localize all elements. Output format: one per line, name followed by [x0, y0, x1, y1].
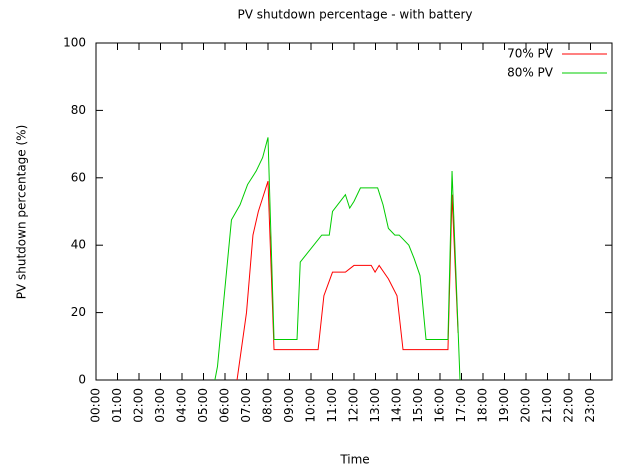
x-tick-label: 23:00 — [583, 388, 597, 423]
x-tick-label: 17:00 — [454, 388, 468, 423]
x-tick-label: 04:00 — [175, 388, 189, 423]
x-tick-label: 13:00 — [368, 388, 382, 423]
x-tick-label: 18:00 — [476, 388, 490, 423]
series-line — [236, 181, 459, 381]
y-tick-label: 100 — [63, 36, 86, 50]
x-tick-label: 20:00 — [519, 388, 533, 423]
legend-label: 70% PV — [507, 47, 554, 61]
y-tick-label: 20 — [71, 305, 86, 319]
y-tick-label: 40 — [71, 238, 86, 252]
x-tick-label: 07:00 — [239, 388, 253, 423]
y-axis-label: PV shutdown percentage (%) — [15, 125, 29, 300]
x-tick-label: 00:00 — [89, 388, 103, 423]
x-tick-label: 22:00 — [562, 388, 576, 423]
x-tick-label: 10:00 — [304, 388, 318, 423]
x-tick-label: 14:00 — [390, 388, 404, 423]
x-tick-label: 16:00 — [433, 388, 447, 423]
x-tick-label: 15:00 — [411, 388, 425, 423]
x-tick-label: 05:00 — [196, 388, 210, 423]
series-line — [214, 137, 461, 381]
x-tick-label: 03:00 — [153, 388, 167, 423]
x-tick-label: 01:00 — [110, 388, 124, 423]
x-tick-label: 02:00 — [132, 388, 146, 423]
y-tick-label: 0 — [78, 373, 86, 387]
legend-label: 80% PV — [507, 66, 554, 80]
chart-title: PV shutdown percentage - with battery — [238, 8, 473, 22]
x-tick-label: 06:00 — [218, 388, 232, 423]
y-tick-label: 80 — [71, 103, 86, 117]
x-tick-label: 11:00 — [325, 388, 339, 423]
x-tick-label: 09:00 — [282, 388, 296, 423]
x-tick-label: 08:00 — [261, 388, 275, 423]
x-axis-label: Time — [339, 453, 369, 467]
x-tick-label: 19:00 — [497, 388, 511, 423]
y-tick-label: 60 — [71, 170, 86, 184]
x-tick-label: 21:00 — [540, 388, 554, 423]
x-tick-label: 12:00 — [347, 388, 361, 423]
plot-frame — [95, 42, 613, 381]
